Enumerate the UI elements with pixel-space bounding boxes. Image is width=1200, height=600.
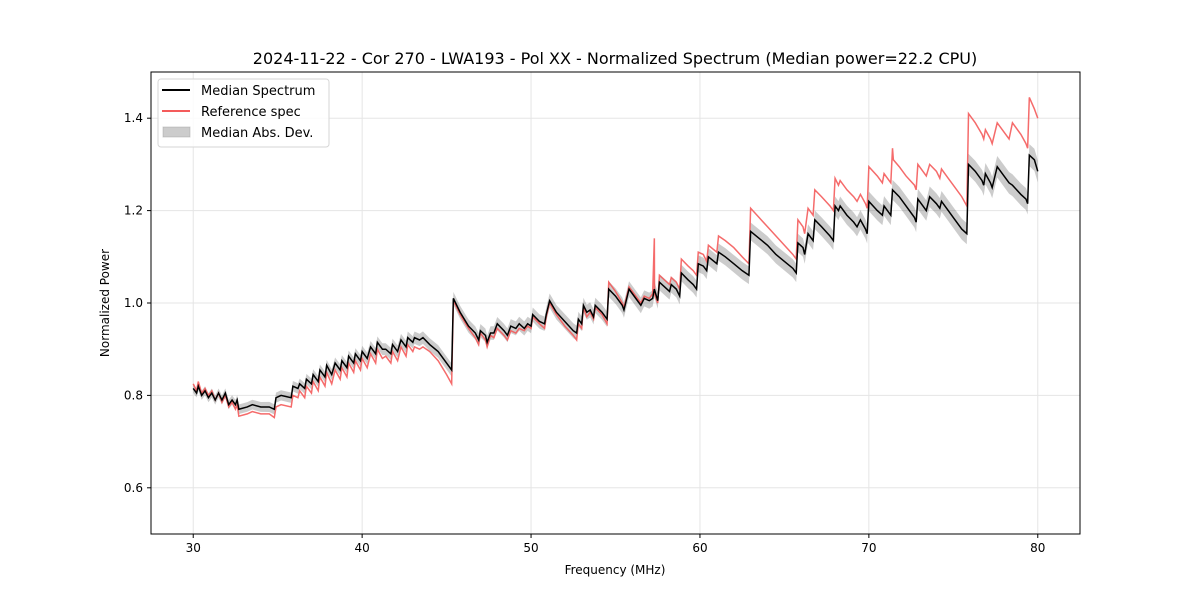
x-tick-label: 30	[186, 541, 201, 555]
x-tick-label: 50	[523, 541, 538, 555]
legend: Median Spectrum Reference spec Median Ab…	[157, 78, 330, 148]
chart-title: 2024-11-22 - Cor 270 - LWA193 - Pol XX -…	[253, 49, 977, 68]
plot-area	[192, 97, 1039, 419]
y-tick-label: 1.4	[124, 111, 143, 125]
grid	[151, 72, 1080, 534]
legend-frame	[157, 78, 330, 148]
legend-label-mad: Median Abs. Dev.	[201, 126, 313, 141]
x-tick-label: 40	[354, 541, 369, 555]
legend-swatch-mad	[162, 126, 191, 138]
median-spectrum-line	[192, 153, 1039, 411]
legend-label-median: Median Spectrum	[201, 84, 315, 99]
x-axis-label: Frequency (MHz)	[565, 563, 666, 577]
y-axis-label: Normalized Power	[98, 249, 112, 357]
x-tick-label: 60	[692, 541, 707, 555]
legend-label-reference: Reference spec	[201, 105, 301, 120]
y-tick-label: 0.6	[124, 481, 143, 495]
y-tick-label: 1.0	[124, 296, 143, 310]
x-axis: 30 40 50 60 70 80	[186, 534, 1045, 555]
median-abs-dev-band	[193, 144, 1038, 415]
x-tick-label: 70	[861, 541, 876, 555]
x-tick-label: 80	[1030, 541, 1045, 555]
y-tick-label: 1.2	[124, 204, 143, 218]
y-tick-label: 0.8	[124, 388, 143, 402]
y-axis: 0.6 0.8 1.0 1.2 1.4	[124, 111, 151, 495]
